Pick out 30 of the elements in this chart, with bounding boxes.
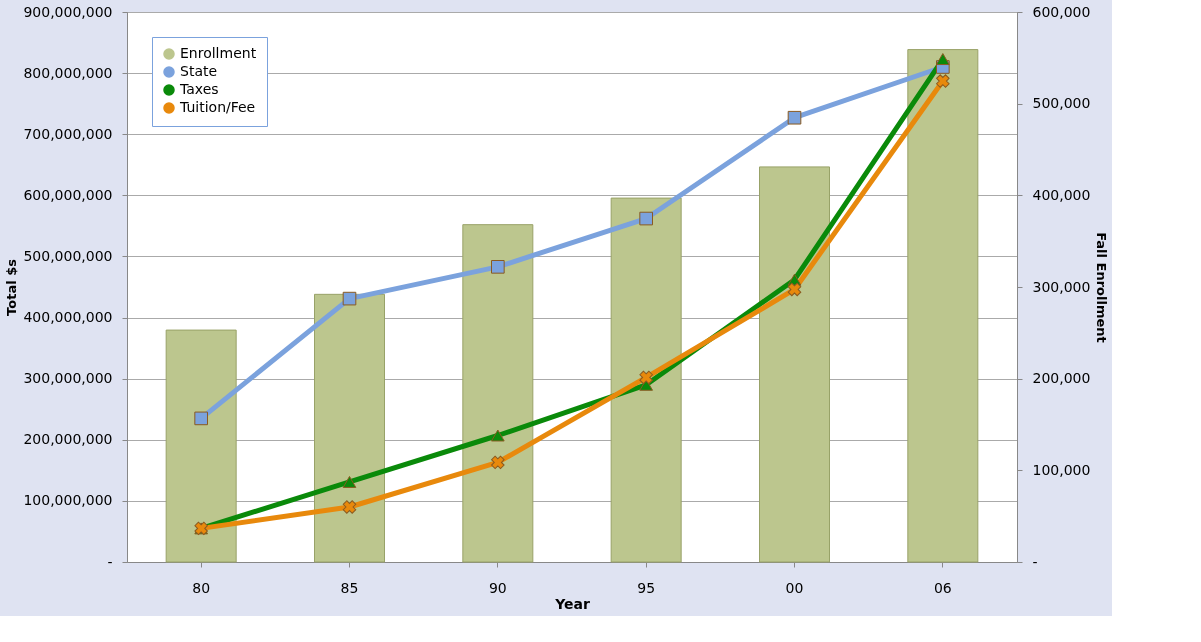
x-tick-label: 95 — [637, 579, 656, 596]
x-tick-label: 85 — [340, 579, 359, 596]
y-tick-label: 700,000,000 — [23, 125, 113, 142]
y2-tick-label: 100,000 — [1032, 461, 1091, 478]
y-tick-label: - — [107, 553, 113, 570]
y-tick-label: 500,000,000 — [23, 247, 113, 264]
y2-tick-label: 600,000 — [1032, 3, 1091, 20]
y-tick-label: 200,000,000 — [23, 431, 113, 448]
x-axis-title: Year — [554, 595, 590, 612]
y-tick-label: 600,000,000 — [23, 186, 113, 203]
x-tick-label: 80 — [192, 579, 211, 596]
legend-label: Enrollment — [180, 45, 257, 61]
legend-label: Taxes — [179, 81, 219, 97]
legend-label: State — [180, 63, 218, 79]
y2-tick-label: 500,000 — [1032, 95, 1091, 112]
x-tick-label: 90 — [488, 579, 507, 596]
y2-tick-label: 300,000 — [1032, 278, 1091, 295]
y-axis-title: Total $s — [4, 258, 20, 316]
x-tick-label: 00 — [785, 579, 804, 596]
y2-tick-label: - — [1032, 553, 1038, 570]
x-tick-label: 06 — [933, 579, 952, 596]
y-tick-label: 400,000,000 — [23, 309, 113, 326]
y-tick-label: 800,000,000 — [23, 64, 113, 81]
y2-axis-title: Fall Enrollment — [1094, 232, 1110, 343]
y2-tick-label: 200,000 — [1032, 370, 1091, 387]
y-tick-label: 100,000,000 — [23, 492, 113, 509]
y-tick-label: 900,000,000 — [23, 3, 113, 20]
legend-label: Tuition/Fee — [179, 99, 256, 115]
y2-tick-label: 400,000 — [1032, 186, 1091, 203]
y-tick-label: 300,000,000 — [23, 370, 113, 387]
